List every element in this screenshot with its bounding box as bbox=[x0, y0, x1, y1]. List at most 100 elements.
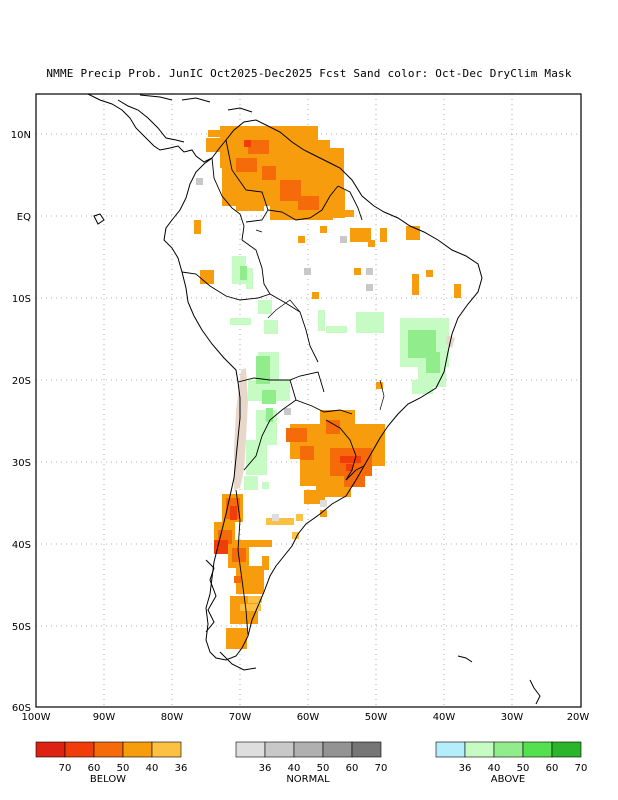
probability-cell bbox=[320, 510, 327, 517]
probability-cell bbox=[230, 506, 237, 520]
probability-cell bbox=[366, 284, 373, 291]
probability-cell bbox=[320, 500, 327, 507]
probability-cell bbox=[240, 266, 247, 280]
probability-cell bbox=[242, 614, 249, 621]
legend-swatch bbox=[493, 741, 524, 758]
probability-cell bbox=[296, 514, 303, 521]
lon-label: 30W bbox=[501, 712, 524, 723]
legend-swatch bbox=[322, 741, 353, 758]
legend-swatch bbox=[522, 741, 553, 758]
legend-tick: 70 bbox=[375, 763, 388, 774]
probability-cell bbox=[344, 466, 365, 487]
probability-cell bbox=[244, 140, 251, 147]
probability-cell bbox=[240, 604, 261, 611]
dry-mask-region bbox=[234, 368, 248, 490]
probability-cell bbox=[262, 390, 276, 404]
probability-cell bbox=[356, 312, 384, 333]
lon-label: 90W bbox=[93, 712, 116, 723]
probability-cell bbox=[236, 190, 264, 211]
probability-cell bbox=[406, 226, 420, 240]
probability-cell bbox=[246, 268, 253, 289]
legend-swatch bbox=[351, 741, 382, 758]
probability-cell bbox=[262, 556, 269, 570]
probability-cell bbox=[426, 270, 433, 277]
probability-cell bbox=[194, 220, 201, 234]
legend-label: BELOW bbox=[90, 774, 126, 785]
lon-label: 80W bbox=[161, 712, 184, 723]
probability-cell bbox=[256, 356, 270, 384]
legend-above: 36 40 50 60 70 ABOVE bbox=[435, 741, 588, 785]
legend-swatch bbox=[122, 741, 153, 758]
probability-cell bbox=[320, 226, 327, 233]
legend-tick: 36 bbox=[259, 763, 272, 774]
probability-cell bbox=[226, 628, 247, 649]
probability-cell bbox=[312, 292, 319, 299]
probability-cell bbox=[340, 456, 361, 463]
probability-cell bbox=[350, 228, 371, 242]
probability-cell bbox=[380, 228, 387, 242]
latitude-labels: 10N EQ 10S 20S 30S 40S 50S 60S bbox=[11, 130, 31, 714]
lon-label: 70W bbox=[229, 712, 252, 723]
probability-cell bbox=[284, 408, 291, 415]
probability-cell bbox=[300, 446, 314, 460]
legend-tick: 70 bbox=[575, 763, 588, 774]
probability-cell bbox=[262, 166, 276, 180]
probability-cell bbox=[248, 140, 269, 154]
legend-swatch bbox=[551, 741, 582, 758]
lat-label: 30S bbox=[12, 458, 31, 469]
map-title: NMME Precip Prob. JunIC Oct2025-Dec2025 … bbox=[46, 67, 572, 80]
lat-label: 60S bbox=[12, 703, 31, 714]
probability-cell bbox=[412, 274, 419, 295]
legend-tick: 40 bbox=[146, 763, 159, 774]
legend-tick: 40 bbox=[488, 763, 501, 774]
legend-tick: 36 bbox=[459, 763, 472, 774]
probability-cell bbox=[340, 236, 347, 243]
legend-swatch bbox=[293, 741, 324, 758]
legend-swatch bbox=[464, 741, 495, 758]
probability-cell bbox=[244, 540, 272, 547]
legend-tick: 50 bbox=[117, 763, 130, 774]
probability-cell bbox=[286, 428, 307, 442]
probability-cell bbox=[280, 180, 301, 201]
probability-cell bbox=[258, 300, 272, 314]
probability-cell bbox=[366, 268, 373, 275]
probability-cell bbox=[264, 320, 278, 334]
probability-cell bbox=[248, 596, 262, 603]
legend-tick: 50 bbox=[317, 763, 330, 774]
probability-cell bbox=[454, 284, 461, 298]
probability-cell bbox=[318, 310, 325, 331]
legend-tick: 40 bbox=[288, 763, 301, 774]
legend-tick: 60 bbox=[88, 763, 101, 774]
probability-cell bbox=[304, 490, 325, 504]
legend-tick: 60 bbox=[546, 763, 559, 774]
lon-label: 50W bbox=[365, 712, 388, 723]
lon-label: 20W bbox=[567, 712, 590, 723]
probability-cell bbox=[230, 318, 251, 325]
probability-cell bbox=[236, 158, 257, 172]
probability-cell bbox=[340, 210, 354, 217]
legend-label: ABOVE bbox=[491, 774, 525, 785]
probability-cell bbox=[196, 178, 203, 185]
probability-cell bbox=[214, 540, 228, 554]
probability-cell bbox=[298, 236, 305, 243]
legend-below: 70 60 50 40 36 BELOW bbox=[35, 741, 187, 785]
lat-label: 50S bbox=[12, 622, 31, 633]
probability-cell bbox=[412, 380, 433, 394]
probability-shading bbox=[194, 126, 461, 649]
lat-label: EQ bbox=[17, 212, 31, 223]
legend-label: NORMAL bbox=[286, 774, 330, 785]
probability-cell bbox=[266, 518, 294, 525]
probability-cell bbox=[272, 514, 279, 521]
lat-label: 10N bbox=[11, 130, 31, 141]
legend-swatch bbox=[264, 741, 295, 758]
legend-swatch bbox=[435, 741, 466, 758]
probability-cell bbox=[208, 130, 222, 137]
legend-swatch bbox=[235, 741, 266, 758]
lon-label: 100W bbox=[22, 712, 51, 723]
country-borders bbox=[181, 139, 365, 637]
lat-label: 40S bbox=[12, 540, 31, 551]
legend-swatch bbox=[64, 741, 95, 758]
map-frame bbox=[35, 93, 582, 708]
lon-label: 40W bbox=[433, 712, 456, 723]
